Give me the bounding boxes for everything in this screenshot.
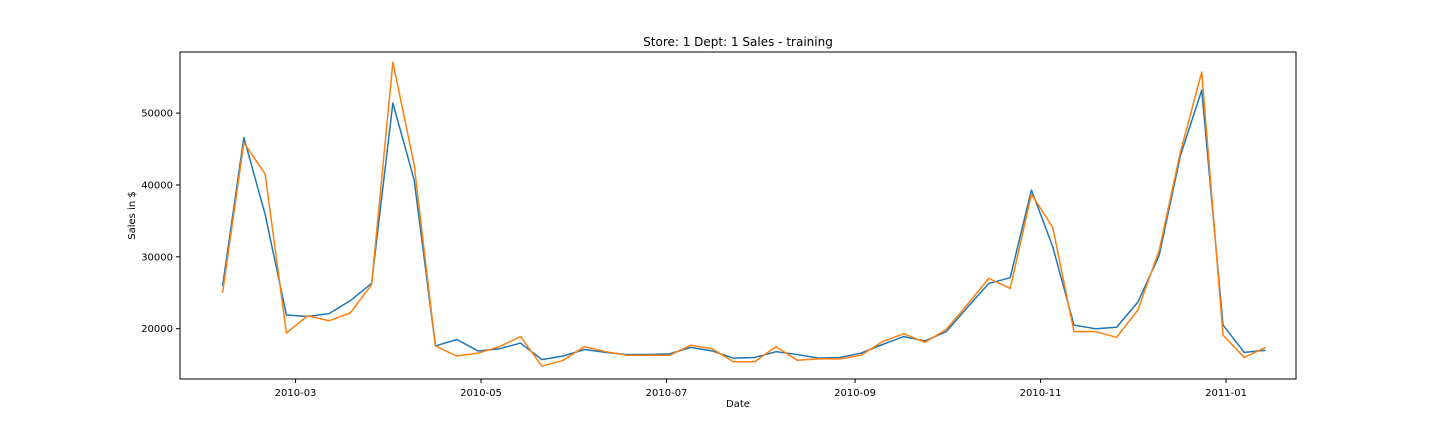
y-tick-label: 30000 (141, 252, 173, 263)
y-axis: 20000 30000 40000 50000 (141, 109, 180, 335)
y-tick-label: 40000 (141, 180, 173, 191)
x-tick-label: 2010-07 (646, 388, 688, 399)
chart-title: Store: 1 Dept: 1 Sales - training (643, 35, 833, 49)
y-tick-label: 20000 (141, 324, 173, 335)
y-axis-label: Sales in $ (127, 191, 138, 239)
series-line-1 (221, 89, 1266, 361)
y-tick-label: 50000 (141, 109, 173, 120)
plot-frame (179, 51, 1297, 380)
x-tick-label: 2011-01 (1205, 388, 1247, 399)
x-tick-label: 2010-05 (460, 388, 502, 399)
x-axis: 2010-03 2010-05 2010-07 2010-09 2010-11 2011-… (275, 379, 1247, 399)
x-tick-label: 2010-03 (275, 388, 317, 399)
series-layer (221, 61, 1266, 367)
series-line-2 (221, 61, 1266, 367)
x-tick-label: 2010-09 (834, 388, 876, 399)
x-tick-label: 2010-11 (1020, 388, 1062, 399)
x-axis-label: Date (726, 399, 750, 410)
